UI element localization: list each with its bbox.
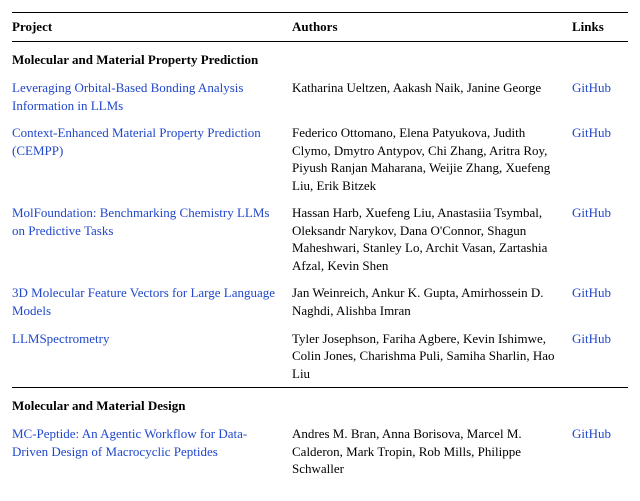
header-authors: Authors xyxy=(292,19,572,35)
table-row: 3D Molecular Feature Vectors for Large L… xyxy=(12,279,628,324)
github-link[interactable]: GitHub xyxy=(572,205,611,220)
authors-text: Hassan Harb, Xuefeng Liu, Anastasiia Tsy… xyxy=(292,205,547,273)
authors-text: Tyler Josephson, Fariha Agbere, Kevin Is… xyxy=(292,331,555,381)
section-heading: Molecular and Material Design xyxy=(12,388,628,420)
authors-text: Katharina Ueltzen, Aakash Naik, Janine G… xyxy=(292,80,541,95)
table-header-row: Project Authors Links xyxy=(12,13,628,41)
section-heading: Molecular and Material Property Predicti… xyxy=(12,42,628,74)
github-link[interactable]: GitHub xyxy=(572,80,611,95)
project-link[interactable]: MolFoundation: Benchmarking Chemistry LL… xyxy=(12,205,269,238)
header-links: Links xyxy=(572,19,628,35)
table-row: MC-Peptide: An Agentic Workflow for Data… xyxy=(12,420,628,483)
project-link[interactable]: Context-Enhanced Material Property Predi… xyxy=(12,125,261,158)
projects-table: Project Authors Links Molecular and Mate… xyxy=(12,12,628,483)
github-link[interactable]: GitHub xyxy=(572,426,611,441)
github-link[interactable]: GitHub xyxy=(572,331,611,346)
github-link[interactable]: GitHub xyxy=(572,285,611,300)
project-link[interactable]: Leveraging Orbital-Based Bonding Analysi… xyxy=(12,80,243,113)
table-row: Context-Enhanced Material Property Predi… xyxy=(12,119,628,199)
table-row: LLMSpectrometry Tyler Josephson, Fariha … xyxy=(12,325,628,388)
github-link[interactable]: GitHub xyxy=(572,125,611,140)
table-row: Leveraging Orbital-Based Bonding Analysi… xyxy=(12,74,628,119)
header-project: Project xyxy=(12,19,292,35)
authors-text: Andres M. Bran, Anna Borisova, Marcel M.… xyxy=(292,426,522,476)
table-row: MolFoundation: Benchmarking Chemistry LL… xyxy=(12,199,628,279)
project-link[interactable]: 3D Molecular Feature Vectors for Large L… xyxy=(12,285,275,318)
authors-text: Jan Weinreich, Ankur K. Gupta, Amirhosse… xyxy=(292,285,543,318)
project-link[interactable]: LLMSpectrometry xyxy=(12,331,109,346)
authors-text: Federico Ottomano, Elena Patyukova, Judi… xyxy=(292,125,550,193)
project-link[interactable]: MC-Peptide: An Agentic Workflow for Data… xyxy=(12,426,247,459)
